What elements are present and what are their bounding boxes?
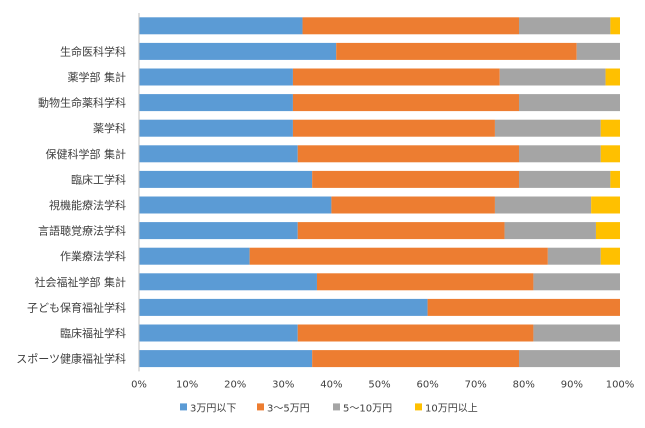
bar-segment-1-4 [610, 17, 620, 35]
bar-segment-1-1 [139, 17, 303, 35]
category-label: 保健科学部 集計 [46, 147, 127, 161]
x-tick-label: 70% [465, 379, 487, 390]
bar-segment-12-1 [139, 298, 428, 316]
bar-segment-12-2 [427, 298, 620, 316]
x-tick-label: 100% [606, 379, 635, 390]
bar-segment-5-4 [600, 119, 620, 137]
bar-segment-2-1 [139, 42, 337, 60]
bar-segment-1-3 [518, 17, 611, 35]
category-label: 視機能療法学科 [49, 198, 126, 212]
legend-label: 3万円以下 [190, 403, 236, 414]
bar-segment-1-2 [302, 17, 519, 35]
bar-segment-6-2 [297, 145, 519, 163]
bar-segment-10-3 [547, 247, 601, 265]
bar-segment-5-3 [494, 119, 601, 137]
legend-swatch [180, 403, 187, 411]
bar-segment-3-3 [499, 68, 606, 86]
bar-segment-5-2 [292, 119, 495, 137]
bar-segment-6-3 [518, 145, 601, 163]
x-tick-label: 80% [513, 379, 535, 390]
bar-segment-3-2 [292, 68, 500, 86]
category-label: 動物生命薬科学科 [38, 96, 126, 110]
bar-segment-4-2 [292, 94, 519, 112]
x-tick-label: 90% [561, 379, 583, 390]
bar-segment-6-1 [139, 145, 298, 163]
bar-segment-11-2 [316, 273, 534, 291]
bar-segment-13-2 [297, 324, 534, 342]
bar-segment-2-3 [576, 42, 620, 60]
legend: 3万円以下 3～5万円 5～10万円 10万円以上 [180, 402, 478, 414]
bar-segment-8-1 [139, 196, 332, 214]
bar-segment-14-3 [518, 350, 620, 368]
bar-segment-9-4 [595, 222, 620, 240]
bar-segment-3-1 [139, 68, 293, 86]
bar-segment-9-2 [297, 222, 505, 240]
x-tick-label: 50% [368, 379, 390, 390]
x-tick-label: 10% [176, 379, 198, 390]
category-label: 作業療法学科 [60, 249, 126, 263]
bar-segment-4-1 [139, 94, 293, 112]
category-label: 社会福祉学部 集計 [35, 275, 127, 289]
bar-segment-11-3 [533, 273, 620, 291]
legend-label: 3～5万円 [267, 403, 310, 414]
category-label: スポーツ健康福祉学科 [16, 352, 126, 366]
category-label: 子ども保育福祉学科 [27, 300, 126, 314]
bar-segment-14-2 [312, 350, 519, 368]
legend-label: 10万円以上 [425, 402, 478, 414]
legend-swatch [333, 403, 340, 411]
bar-segment-7-2 [312, 170, 519, 188]
x-tick-label: 20% [224, 379, 246, 390]
category-label: 薬学部 集計 [68, 70, 127, 84]
bar-segment-9-1 [139, 222, 298, 240]
bar-segment-7-3 [518, 170, 611, 188]
bar-segment-4-3 [518, 94, 620, 112]
bar-segment-7-4 [610, 170, 620, 188]
bar-segment-13-3 [533, 324, 620, 342]
category-label: 薬学科 [93, 121, 126, 135]
bar-segment-8-3 [494, 196, 592, 214]
bar-segment-10-4 [600, 247, 620, 265]
legend-label: 5～10万円 [343, 403, 392, 414]
x-tick-label: 30% [272, 379, 294, 390]
category-label: 臨床福祉学科 [60, 326, 126, 340]
bar-segment-11-1 [139, 273, 317, 291]
category-label: 生命医科学科 [60, 44, 126, 58]
category-label: 臨床工学科 [71, 172, 126, 186]
bar-segment-8-2 [331, 196, 495, 214]
category-label: 言語聴覚療法学科 [38, 224, 126, 238]
bar-segment-5-1 [139, 119, 293, 137]
x-tick-label: 60% [416, 379, 438, 390]
bar-segment-10-1 [139, 247, 250, 265]
x-tick-label: 0% [131, 379, 147, 390]
legend-swatch [415, 403, 422, 411]
x-axis: 0% 10% 20% 30% 40% 50% 60% 70% 80% 90% 100% [131, 13, 634, 390]
bars-group [139, 17, 620, 368]
bar-segment-14-1 [139, 350, 313, 368]
bar-segment-13-1 [139, 324, 298, 342]
x-tick-label: 40% [320, 379, 342, 390]
bar-segment-7-1 [139, 170, 313, 188]
bar-segment-3-4 [605, 68, 620, 86]
bar-segment-10-2 [249, 247, 548, 265]
bar-segment-2-2 [336, 42, 577, 60]
bar-segment-9-3 [504, 222, 596, 240]
legend-swatch [257, 403, 264, 411]
bar-segment-6-4 [600, 145, 620, 163]
bar-segment-8-4 [591, 196, 620, 214]
